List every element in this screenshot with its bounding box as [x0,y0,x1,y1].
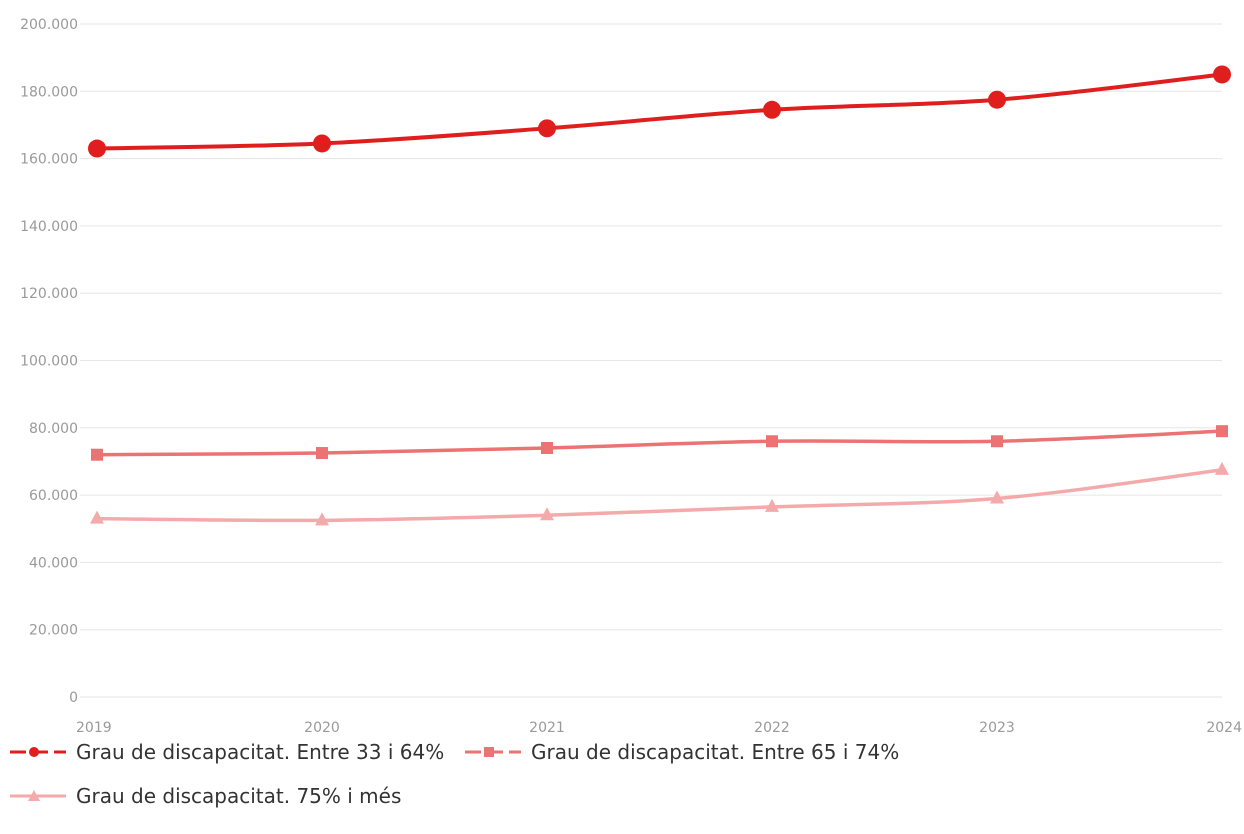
x-tick-label: 2023 [979,720,1015,736]
series-lines [95,72,1224,523]
y-tick-label: 160.000 [20,152,78,168]
y-axis-ticks: 0 20.000 40.000 60.000 80.000 100.000 120.000 1… [20,17,78,706]
y-tick-label: 100.000 [20,354,78,370]
x-tick-label: 2022 [754,720,790,736]
y-tick-label: 140.000 [20,219,78,235]
series-2-point-2022 [766,435,778,448]
y-tick-label: 40.000 [29,555,78,571]
series-2-point-2021 [541,441,553,454]
y-tick-label: 0 [69,690,78,706]
series-line-3 [95,468,1224,523]
series-3-point-2021 [540,507,554,521]
legend-label-series-2: Grau de discapacitat. Entre 65 i 74% [531,740,900,764]
series-markers [88,65,1231,526]
series-1-point-2023 [988,90,1006,109]
y-tick-label: 180.000 [20,84,78,100]
series-1-point-2020 [313,134,331,153]
series-3-point-2020 [315,512,329,526]
series-line-2 [95,429,1224,457]
legend-item-series-1: Grau de discapacitat. Entre 33 i 64% [10,740,444,764]
series-2-point-2020 [316,447,328,460]
x-tick-label: 2024 [1206,720,1242,736]
y-tick-label: 60.000 [29,488,78,504]
series-3-point-2024 [1215,461,1229,475]
series-3-point-2023 [990,490,1004,504]
series-line-1 [95,72,1224,151]
y-tick-label: 80.000 [29,421,78,437]
x-tick-label: 2019 [76,720,112,736]
y-tick-label: 20.000 [29,623,78,639]
x-axis-ticks: 2019 2020 2021 2022 2023 2024 [76,720,1242,736]
series-1-point-2019 [88,139,106,158]
legend-label-series-1: Grau de discapacitat. Entre 33 i 64% [76,740,445,764]
series-1-point-2022 [763,100,781,119]
legend-swatch-triangle [10,790,66,801]
legend-label-series-3: Grau de discapacitat. 75% i més [76,784,402,808]
line-chart: 0 20.000 40.000 60.000 80.000 100.000 120.000 1… [20,17,1242,736]
legend-item-series-3: Grau de discapacitat. 75% i més [10,784,401,808]
series-1-point-2021 [538,119,556,138]
legend-swatch-circle [10,747,66,757]
series-2-point-2023 [991,435,1003,448]
legend-item-series-2: Grau de discapacitat. Entre 65 i 74% [465,740,899,764]
y-tick-label: 120.000 [20,286,78,302]
legend-swatch-square [465,747,521,757]
series-1-point-2024 [1213,65,1231,84]
gridlines [80,23,1222,698]
x-tick-label: 2020 [304,720,340,736]
series-2-point-2024 [1216,425,1228,438]
y-tick-label: 200.000 [20,17,78,33]
series-3-point-2019 [90,510,104,524]
series-2-point-2019 [91,448,103,461]
series-3-point-2022 [765,498,779,512]
x-tick-label: 2021 [529,720,565,736]
